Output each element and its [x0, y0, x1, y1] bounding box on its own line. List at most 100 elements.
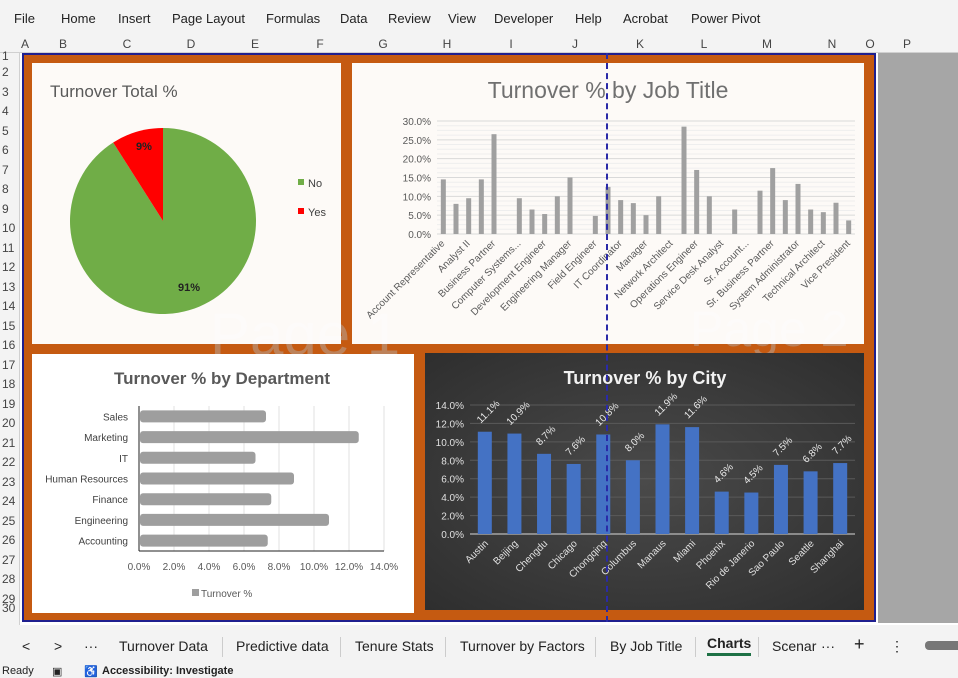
column-header-K[interactable]: K [635, 37, 645, 51]
tab-nav-0[interactable]: < [22, 638, 31, 654]
row-header-25[interactable]: 25 [2, 513, 16, 528]
menu-home[interactable]: Home [61, 11, 96, 26]
menu-page-layout[interactable]: Page Layout [172, 11, 246, 26]
row-header-29[interactable]: 29 [2, 591, 16, 606]
column-header-M[interactable]: M [762, 37, 772, 51]
menu-help[interactable]: Help [575, 11, 602, 26]
bar-14 [618, 200, 624, 234]
column-header-E[interactable]: E [250, 37, 260, 51]
sheet-tab-tenure-stats[interactable]: Tenure Stats [355, 638, 434, 654]
row-header-4[interactable]: 4 [2, 104, 9, 118]
row-header-8[interactable]: 8 [2, 182, 9, 196]
menu-data[interactable]: Data [340, 11, 368, 26]
row-header-7[interactable]: 7 [2, 162, 9, 177]
column-header-I[interactable]: I [509, 37, 513, 51]
menu-review[interactable]: Review [388, 11, 431, 26]
x-tick-label: Austin [463, 538, 490, 565]
accessibility-status[interactable]: Accessibility: Investigate [102, 665, 234, 677]
add-sheet-button[interactable]: + [854, 634, 865, 654]
legend-swatch-yes [298, 208, 304, 214]
bar-chart-job-title[interactable]: Turnover % by Job Title 0.0% 5.0% 10.0% 15.0… [352, 63, 864, 344]
row-header-3[interactable]: 3 [2, 84, 9, 99]
macro-record-icon[interactable]: ▣ [52, 666, 63, 678]
row-header-12[interactable]: 12 [2, 260, 16, 274]
row-header-19[interactable]: 19 [2, 396, 16, 411]
column-header-G[interactable]: G [378, 37, 388, 51]
y-tick-label: 4.0% [441, 493, 464, 504]
sheet-tab-charts[interactable]: Charts [707, 635, 752, 656]
column-header-C[interactable]: C [122, 37, 132, 51]
menu-developer[interactable]: Developer [494, 11, 554, 26]
row-header-24[interactable]: 24 [2, 494, 16, 508]
pie-chart-turnover-total[interactable]: Turnover Total % 9% 91% No Yes [32, 63, 341, 344]
row-header-16[interactable]: 16 [2, 338, 16, 352]
sheet-tab-by-job-title[interactable]: By Job Title [610, 638, 683, 654]
x-tick-label: Account Representative [365, 238, 448, 321]
row-header-27[interactable]: 27 [2, 552, 16, 567]
bar-columbus [625, 460, 640, 534]
column-header-O[interactable]: O [865, 37, 875, 51]
bar-austin [477, 431, 492, 534]
sheet-tab-predictive-data[interactable]: Predictive data [236, 638, 329, 654]
menu-power-pivot[interactable]: Power Pivot [691, 11, 761, 26]
row-header-26[interactable]: 26 [2, 533, 16, 547]
row-header-20[interactable]: 20 [2, 416, 16, 430]
tab-nav-2[interactable]: ··· [84, 638, 98, 654]
column-header-B[interactable]: B [58, 37, 68, 51]
bar-accounting [140, 534, 268, 547]
row-header-11[interactable]: 11 [2, 240, 15, 255]
column-header-N[interactable]: N [827, 37, 837, 51]
bar-chart-department[interactable]: Turnover % by Department 0.0% 2.0% 4.0% 6.0%… [32, 354, 414, 613]
y-tick-label: 15.0% [403, 174, 431, 185]
tab-nav-1[interactable]: > [54, 638, 63, 654]
row-header-1[interactable]: 1 [2, 49, 9, 63]
row-header-28[interactable]: 28 [2, 572, 16, 586]
column-header-A[interactable]: A [20, 37, 30, 51]
menu-view[interactable]: View [448, 11, 476, 26]
menu-file[interactable]: File [14, 11, 35, 26]
row-header-6[interactable]: 6 [2, 143, 9, 157]
bar-chart-city[interactable]: Turnover % by City 0.0% 2.0% 4.0% 6.0% 8.0% 10… [425, 353, 864, 610]
row-header-2[interactable]: 2 [2, 65, 9, 79]
menu-insert[interactable]: Insert [118, 11, 151, 26]
sheet-tab-turnover-by-factors[interactable]: Turnover by Factors [460, 638, 585, 654]
column-header-J[interactable]: J [572, 37, 578, 51]
bar-25 [757, 190, 763, 234]
bar-17 [656, 196, 662, 234]
y-tick-label: 25.0% [403, 136, 431, 147]
column-header-H[interactable]: H [442, 37, 452, 51]
sheet-tab-scenar[interactable]: Scenar [772, 638, 817, 654]
horizontal-scrollbar[interactable] [925, 641, 958, 650]
row-header-30[interactable]: 30 [2, 601, 16, 615]
row-header-14[interactable]: 14 [2, 299, 16, 313]
menu-acrobat[interactable]: Acrobat [623, 11, 668, 26]
chart-title: Turnover % by Job Title [488, 77, 729, 103]
column-header-D[interactable]: D [186, 37, 196, 51]
column-header-P[interactable]: P [902, 37, 912, 51]
row-header-10[interactable]: 10 [2, 221, 16, 235]
row-header-9[interactable]: 9 [2, 201, 9, 216]
x-tick-label: 2.0% [163, 562, 186, 573]
menu-bar: File Home Insert Page Layout Formulas Data Rev… [0, 0, 958, 36]
menu-formulas[interactable]: Formulas [266, 11, 321, 26]
x-tick-label: 6.0% [233, 562, 256, 573]
legend-label-yes: Yes [308, 207, 326, 219]
column-header-F[interactable]: F [316, 37, 324, 51]
row-header-5[interactable]: 5 [2, 123, 9, 138]
row-header-21[interactable]: 21 [2, 435, 16, 450]
column-header-L[interactable]: L [700, 37, 708, 51]
bar-31 [833, 202, 839, 234]
row-header-22[interactable]: 22 [2, 455, 16, 469]
row-header-17[interactable]: 17 [2, 357, 16, 372]
sheet-tab-turnover-data[interactable]: Turnover Data [119, 638, 208, 654]
y-tick-label: IT [119, 454, 128, 465]
data-label: 6.8% [801, 441, 825, 465]
row-header-13[interactable]: 13 [2, 279, 16, 294]
row-header-18[interactable]: 18 [2, 377, 16, 391]
more-sheets-button[interactable]: ··· [821, 638, 835, 654]
sheet-options-button[interactable]: ⋮ [890, 638, 904, 654]
row-header-15[interactable]: 15 [2, 318, 16, 333]
x-tick-label: 0.0% [128, 562, 151, 573]
data-label-no: 91% [178, 282, 200, 294]
row-header-23[interactable]: 23 [2, 474, 16, 489]
